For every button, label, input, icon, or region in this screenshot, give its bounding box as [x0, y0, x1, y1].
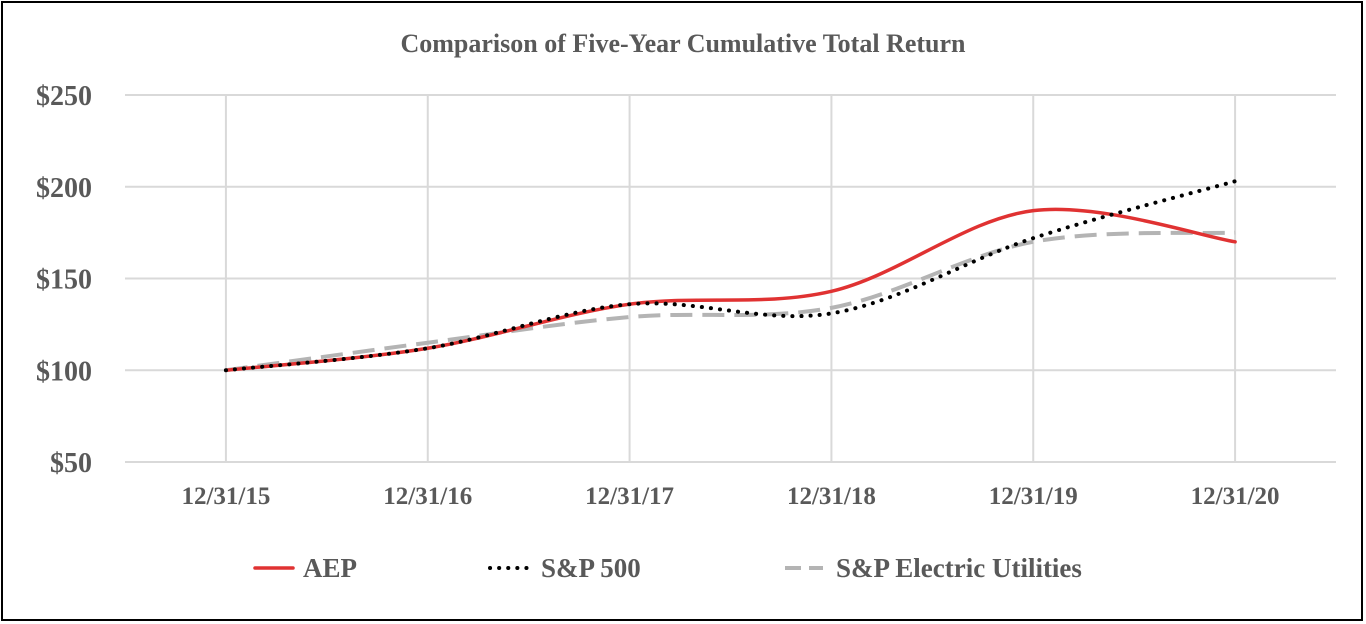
x-tick-label: 12/31/18	[787, 483, 876, 510]
legend-label: S&P 500	[541, 553, 641, 583]
series-line-0	[224, 207, 1237, 372]
y-tick-label: $250	[36, 81, 92, 112]
x-axis-ticks: 12/31/15 12/31/16 12/31/17 12/31/18 12/31/19…	[181, 483, 1279, 510]
x-tick-label: 12/31/17	[585, 483, 674, 510]
legend-label: S&P Electric Utilities	[836, 553, 1082, 583]
y-tick-label: $50	[50, 448, 92, 479]
chart-title: Comparison of Five-Year Cumulative Total…	[400, 29, 966, 58]
y-tick-label: $150	[36, 265, 92, 296]
series-line-1	[223, 179, 1238, 373]
x-tick-label: 12/31/19	[989, 483, 1078, 510]
x-tick-label: 12/31/16	[383, 483, 472, 510]
legend: AEP S&P 500 S&P Electric Utilities	[253, 553, 1082, 583]
x-tick-label: 12/31/20	[1191, 483, 1280, 510]
grid-lines	[125, 94, 1336, 463]
legend-label: AEP	[303, 553, 357, 583]
y-axis-ticks: $50 $100 $150 $200 $250	[36, 81, 92, 479]
series-line-2	[225, 230, 1236, 373]
y-tick-label: $200	[36, 173, 92, 204]
y-tick-label: $100	[36, 356, 92, 387]
series-lines	[223, 179, 1238, 373]
x-tick-label: 12/31/15	[181, 483, 270, 510]
